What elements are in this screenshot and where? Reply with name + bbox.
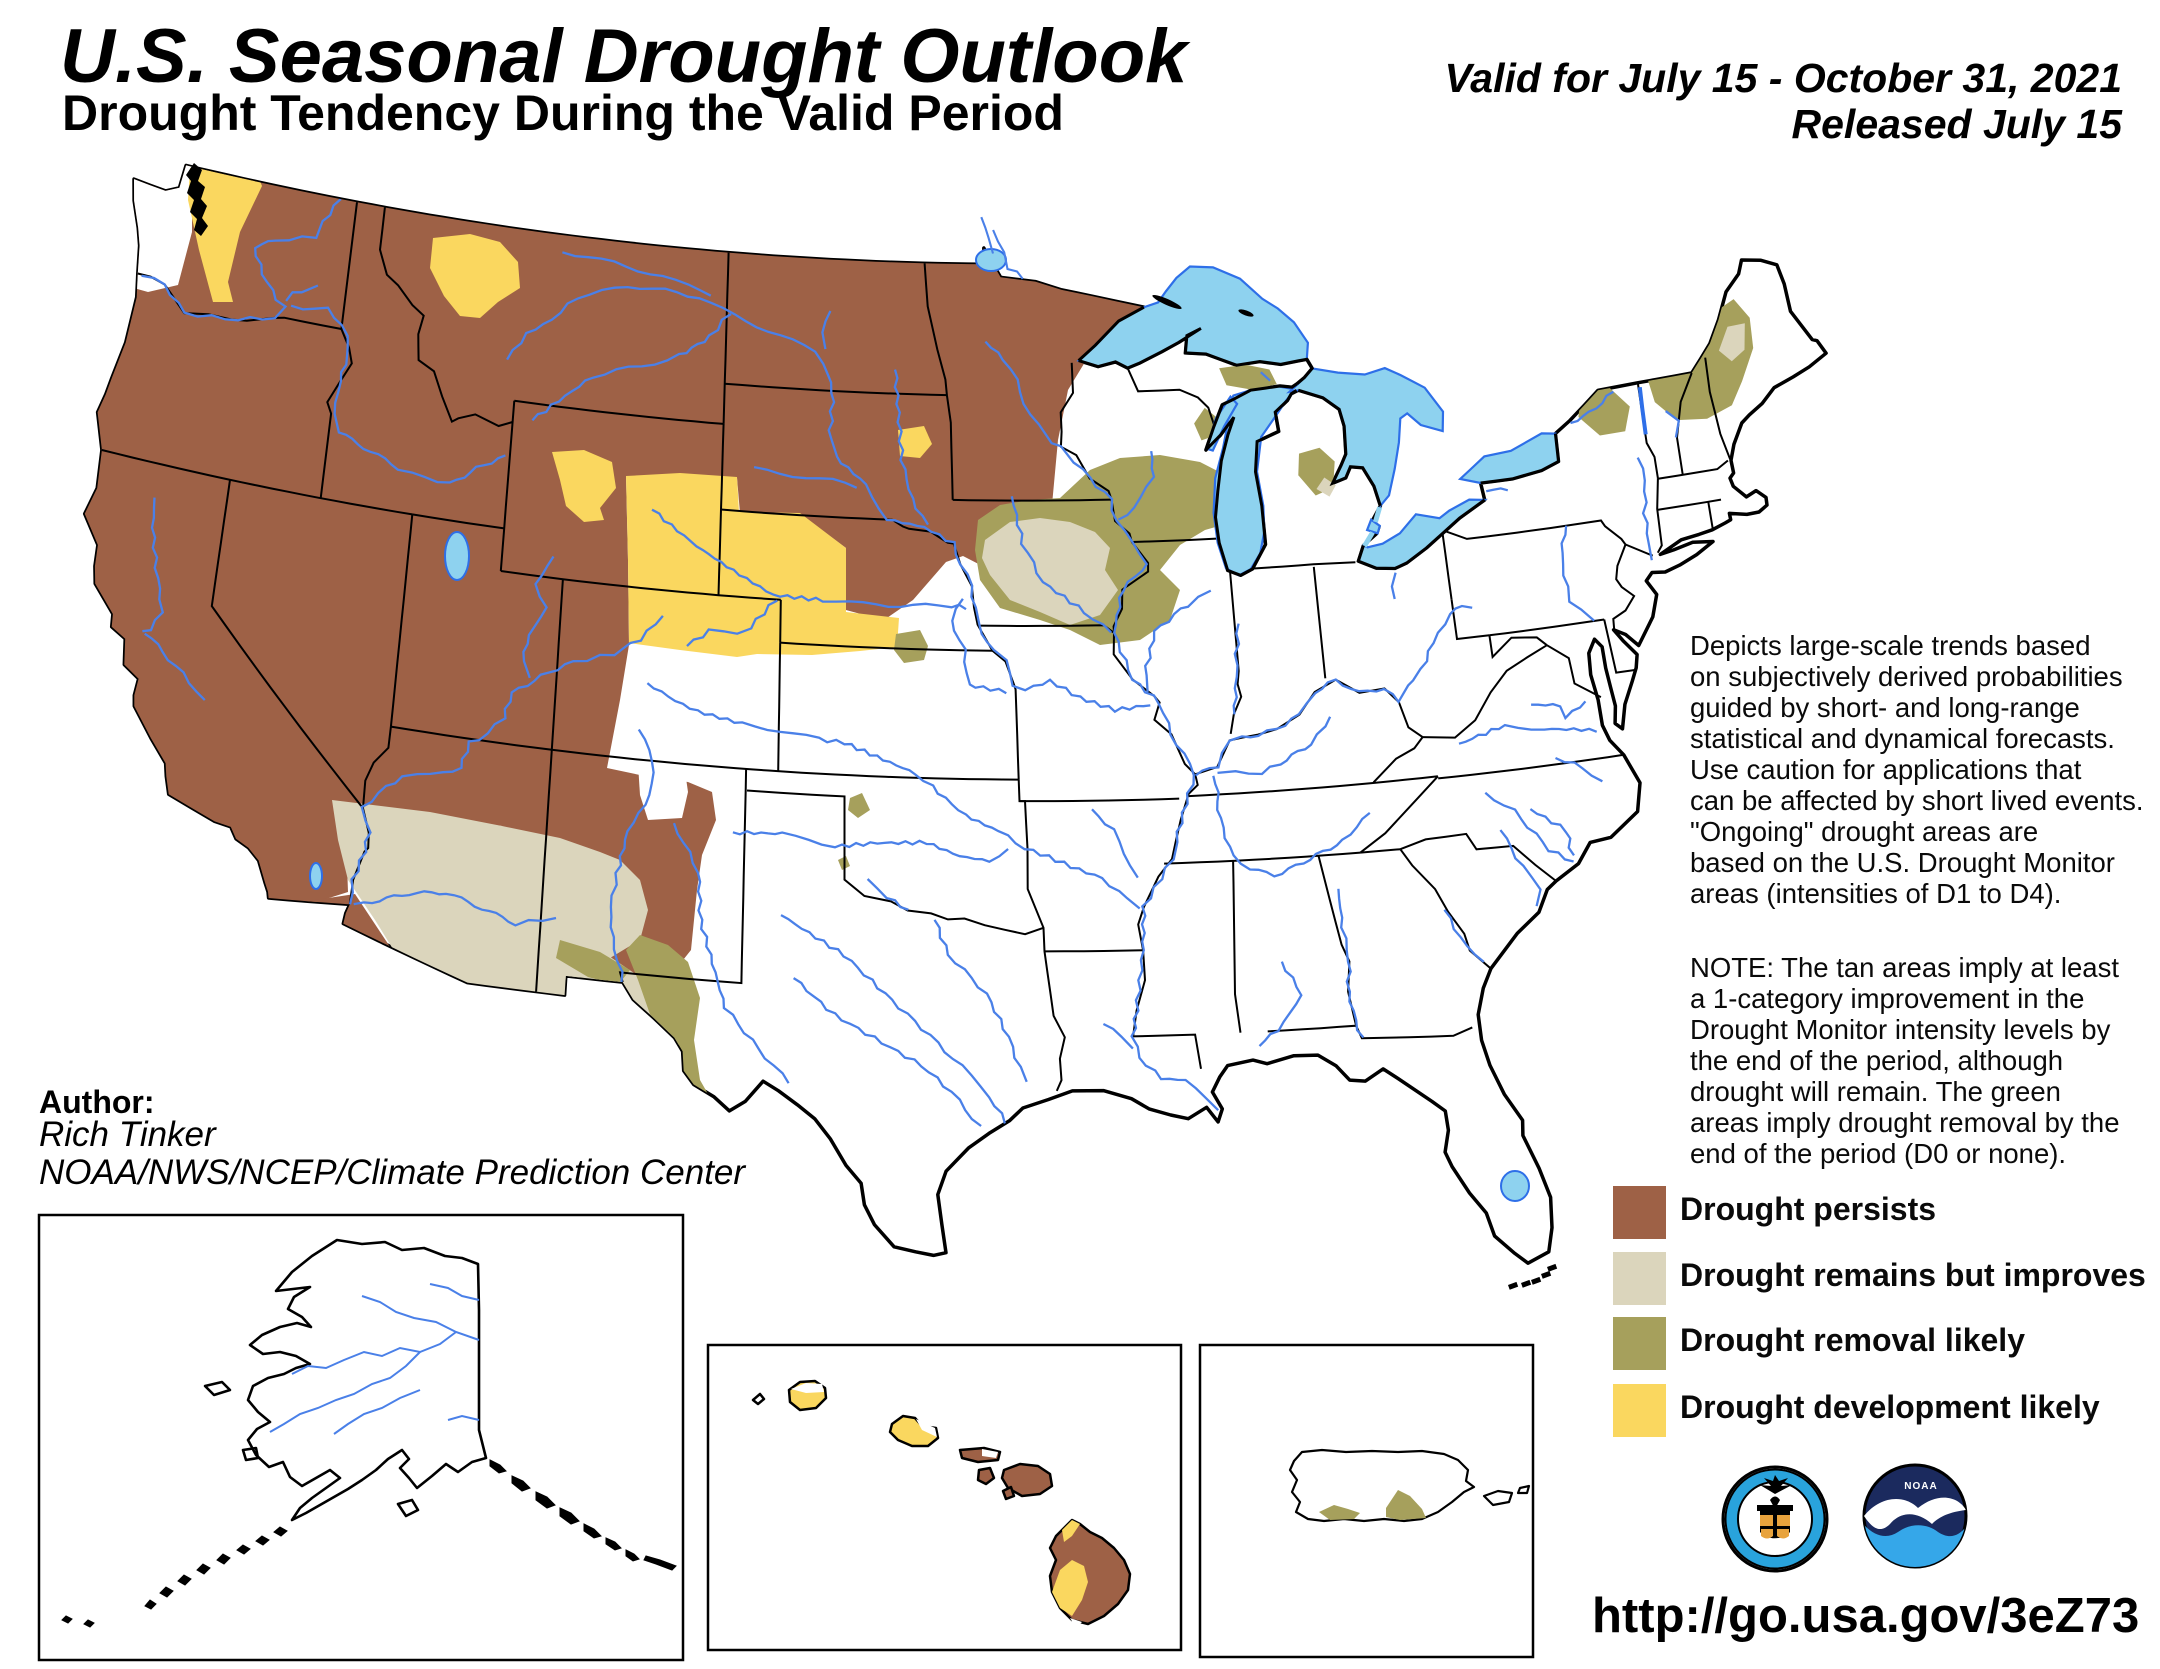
svg-text:guided by short- and long-rang: guided by short- and long-range (1690, 692, 2080, 723)
svg-text:Released July 15: Released July 15 (1792, 101, 2124, 147)
svg-text:Author:: Author: (39, 1084, 155, 1120)
svg-text:Drought persists: Drought persists (1680, 1191, 1936, 1227)
svg-text:Drought remains but improves: Drought remains but improves (1680, 1257, 2146, 1293)
svg-text:Rich Tinker: Rich Tinker (39, 1115, 217, 1154)
svg-text:on subjectively derived probab: on subjectively derived probabilities (1690, 661, 2123, 692)
svg-text:NOAA: NOAA (1904, 1481, 1937, 1492)
svg-text:Drought Monitor intensity leve: Drought Monitor intensity levels by (1690, 1014, 2111, 1045)
svg-text:statistical and dynamical fore: statistical and dynamical forecasts. (1690, 723, 2115, 754)
svg-text:NOTE: The tan areas imply at l: NOTE: The tan areas imply at least (1690, 952, 2119, 983)
svg-text:"Ongoing" drought areas are: "Ongoing" drought areas are (1690, 816, 2038, 847)
svg-text:a 1-category improvement in th: a 1-category improvement in the (1690, 983, 2084, 1014)
svg-text:Drought Tendency During the Va: Drought Tendency During the Valid Period (62, 85, 1064, 141)
svg-text:Use caution for applications t: Use caution for applications that (1690, 754, 2082, 785)
svg-text:Depicts large-scale trends bas: Depicts large-scale trends based (1690, 630, 2090, 661)
svg-text:Drought development likely: Drought development likely (1680, 1389, 2100, 1425)
svg-text:Drought removal likely: Drought removal likely (1680, 1322, 2025, 1358)
svg-text:drought will remain. The green: drought will remain. The green (1690, 1076, 2061, 1107)
svg-text:can be affected by short lived: can be affected by short lived events. (1690, 785, 2144, 816)
svg-text:the end of the period, althoug: the end of the period, although (1690, 1045, 2063, 1076)
svg-text:areas imply drought removal by: areas imply drought removal by the (1690, 1107, 2120, 1138)
svg-text:http://go.usa.gov/3eZ73: http://go.usa.gov/3eZ73 (1592, 1589, 2139, 1643)
svg-text:Valid for July 15 - October 31: Valid for July 15 - October 31, 2021 (1444, 55, 2122, 101)
svg-text:NOAA/NWS/NCEP/Climate Predicti: NOAA/NWS/NCEP/Climate Prediction Center (39, 1153, 746, 1192)
svg-text:areas (intensities of D1 to D4: areas (intensities of D1 to D4). (1690, 878, 2061, 909)
svg-text:U.S. Seasonal Drought Outlook: U.S. Seasonal Drought Outlook (60, 14, 1191, 99)
svg-text:end of the period (D0 or none): end of the period (D0 or none). (1690, 1138, 2066, 1169)
svg-text:based on the U.S. Drought Moni: based on the U.S. Drought Monitor (1690, 847, 2115, 878)
